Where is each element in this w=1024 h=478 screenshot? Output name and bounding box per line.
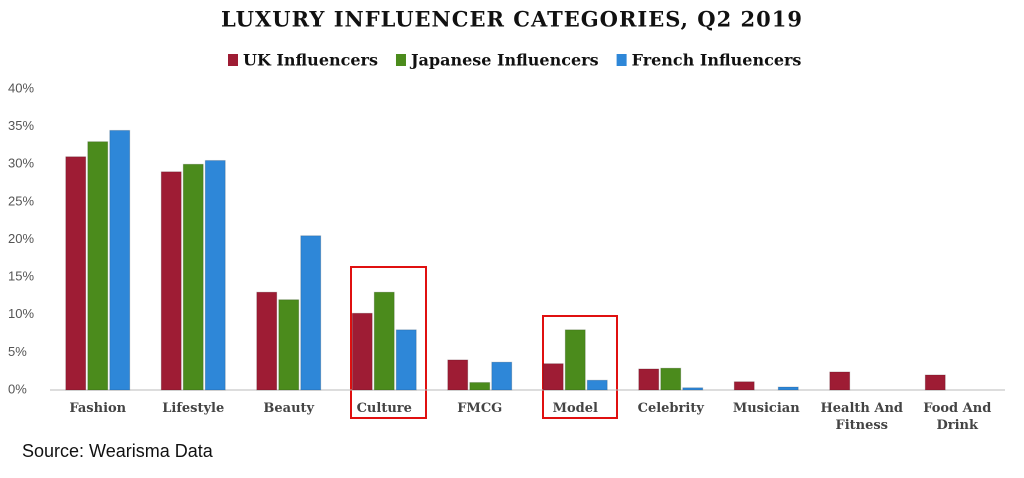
bar [256,291,278,391]
x-tick-label: Food And Drink [923,401,992,433]
highlight-box [542,315,618,419]
bar [278,299,300,391]
y-tick-label: 25% [8,193,34,208]
bar [829,371,851,391]
x-tick-label: FMCG [457,401,503,416]
x-tick-label: Culture [356,401,412,416]
bar [469,381,491,391]
bar [491,361,513,391]
y-tick-label: 30% [8,156,34,171]
bar [924,374,946,391]
bar [542,363,564,391]
bar [65,156,87,391]
legend-label: UK Influencers [243,51,378,70]
bar [204,159,226,391]
bar [300,235,322,391]
x-tick-label: Model [552,401,598,416]
bar [160,171,182,391]
bar [447,359,469,391]
x-tick-label: Beauty [263,401,315,416]
x-tick-label: Health And Fitness [820,401,904,433]
bar [638,368,660,391]
legend-swatch [395,54,406,66]
bar [109,129,131,391]
x-tick-label: Lifestyle [162,401,225,416]
bar [564,329,586,391]
bar [395,329,417,391]
y-tick-label: 20% [8,231,34,246]
source: Source: Wearisma Data [22,441,214,461]
bar [660,367,682,391]
bar [351,312,373,391]
x-tick-label: Fashion [69,401,127,416]
y-tick-label: 40% [8,80,34,95]
legend-swatch [228,54,238,66]
bar [682,387,704,391]
bar [373,291,395,391]
bar [182,163,204,391]
bar [87,141,109,391]
legend-swatch [616,54,627,66]
bar [586,379,608,391]
y-tick-label: 15% [8,269,34,284]
bar [733,381,755,391]
x-tick-label: Celebrity [637,401,704,416]
x-tick-label: Musician [732,401,800,416]
y-tick-label: 5% [8,344,27,359]
y-tick-label: 35% [8,118,34,133]
bar [777,386,799,391]
y-tick-label: 10% [8,306,34,321]
legend-label: Japanese Influencers [409,51,599,70]
highlight-box [350,266,427,419]
legend-label: French Influencers [632,51,802,70]
chart-title: LUXURY INFLUENCER CATEGORIES, Q2 2019 [221,7,803,32]
y-tick-label: 0% [8,381,27,396]
